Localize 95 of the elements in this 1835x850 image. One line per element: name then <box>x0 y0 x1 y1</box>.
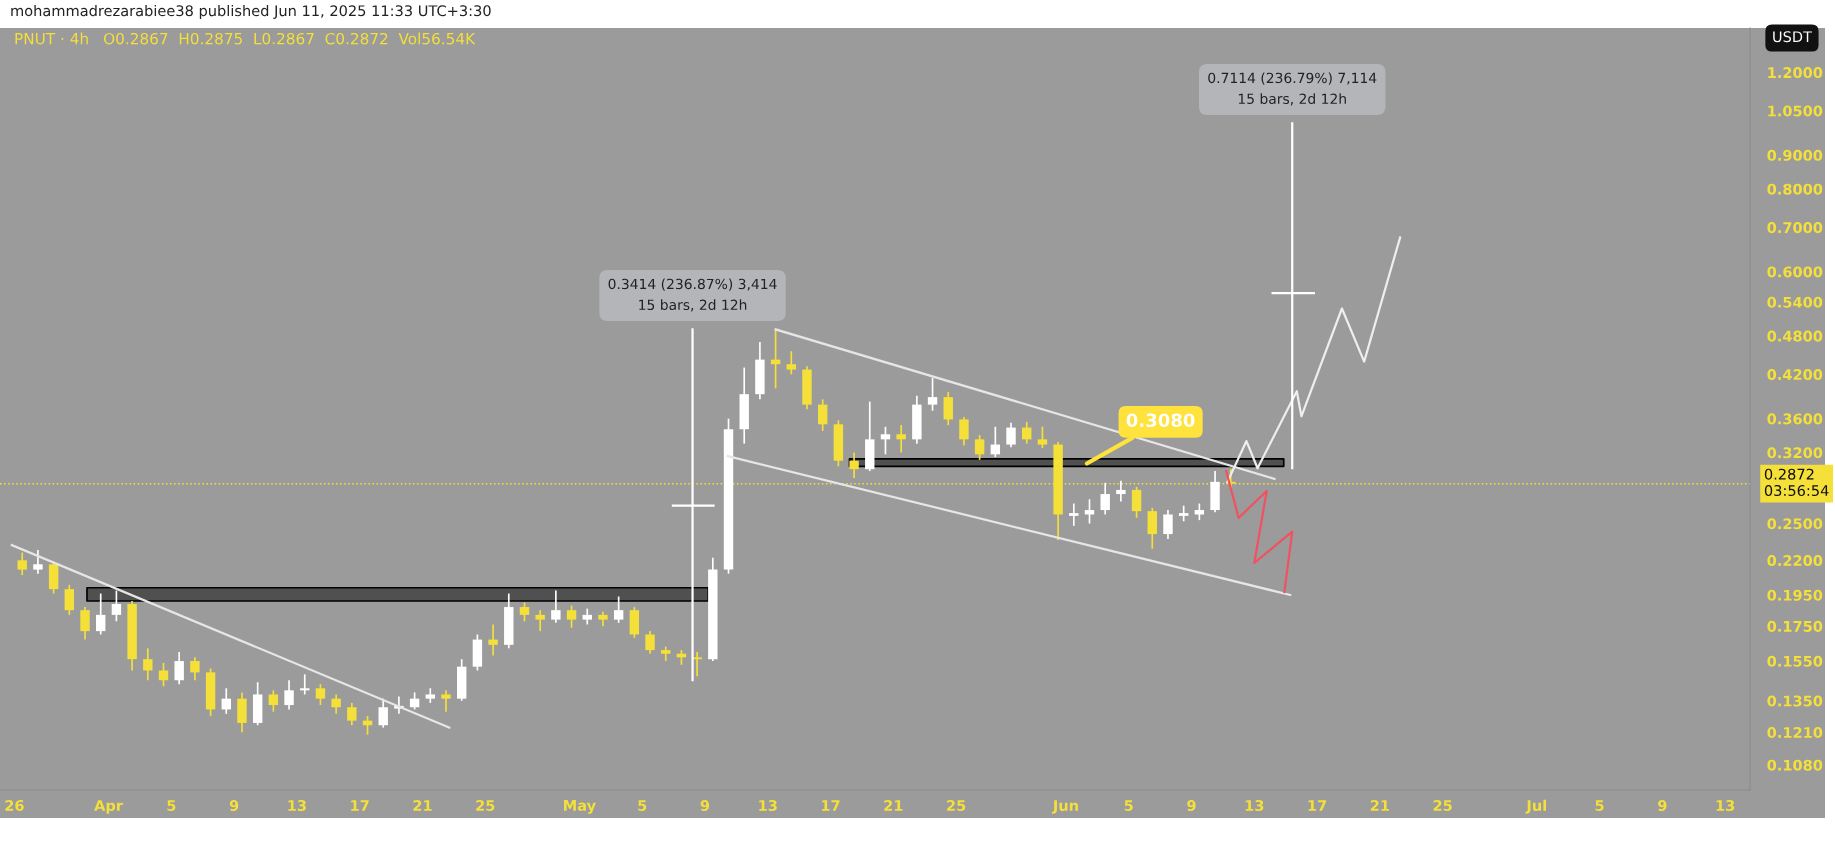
y-tick-label: 0.4800 <box>1767 330 1823 342</box>
text: USDT <box>1773 31 1813 43</box>
candlestick <box>535 609 545 632</box>
candlestick <box>551 589 561 624</box>
x-tick-label: 25 <box>476 799 495 812</box>
candlestick <box>880 425 891 456</box>
candlestick <box>331 693 341 715</box>
annotation: 0.3414 (236.87%) 3,414 15 bars, 2d 12h <box>608 278 777 312</box>
y-tick-label: 0.1210 <box>1767 727 1823 739</box>
y-tick-label: 0.9000 <box>1767 149 1823 161</box>
y-tick-label: 0.1950 <box>1767 589 1823 601</box>
x-tick-label: 5 <box>167 800 176 812</box>
x-tick-label: 21 <box>884 799 903 811</box>
x-tick-label: 5 <box>1595 800 1604 812</box>
x-tick-label: 13 <box>759 799 777 812</box>
candlestick <box>143 647 153 682</box>
candlestick <box>943 391 953 426</box>
y-tick-label: 0.5400 <box>1767 296 1823 308</box>
y-tick-label: 1.0500 <box>1768 105 1823 117</box>
candlestick <box>1163 509 1173 540</box>
candlestick <box>347 702 357 727</box>
candlestick <box>300 673 310 696</box>
candlestick <box>566 604 577 629</box>
candlestick <box>1037 425 1048 449</box>
candlestick <box>1116 480 1126 503</box>
line-series <box>1225 469 1294 594</box>
candlestick <box>441 689 451 713</box>
text: mohammadrezarabiee38 published Jun 11, 2025 11:33 UTC+3:30 <box>11 4 491 20</box>
candlestick <box>974 434 985 461</box>
candlestick <box>849 451 859 479</box>
candlestick <box>64 584 75 616</box>
y-tick-label: 0.8000 <box>1767 183 1823 195</box>
chart-subtitle: O0.2867 H0.2875 L0.2867 C0.2872 Vol56.54K <box>103 32 476 45</box>
x-tick-label: 5 <box>1124 800 1133 812</box>
x-tick-label: 9 <box>229 799 239 812</box>
candlestick <box>645 630 655 655</box>
x-tick-label: 25 <box>947 799 966 812</box>
candlestick <box>174 651 184 686</box>
candlestick <box>17 551 27 576</box>
y-tick-label: 0.2200 <box>1767 555 1823 567</box>
y-tick-label: 0.6000 <box>1767 266 1823 278</box>
candlestick <box>111 589 122 623</box>
x-tick-label: 17 <box>1308 800 1327 811</box>
candlestick <box>284 679 294 711</box>
candlestick <box>268 689 279 713</box>
candlestick <box>959 416 969 447</box>
candlestick <box>896 424 906 454</box>
x-tick-label: 5 <box>638 800 647 812</box>
candlestick <box>1147 507 1157 550</box>
y-tick-label: 0.7000 <box>1767 222 1823 234</box>
y-tick-label: 0.1750 <box>1767 620 1823 632</box>
x-tick-label: 13 <box>1245 799 1264 812</box>
y-tick-label: 0.1550 <box>1767 655 1823 667</box>
candlestick <box>927 376 938 412</box>
candlestick <box>692 651 702 678</box>
y-tick-label: 0.1080 <box>1767 759 1823 771</box>
candlestick <box>1006 421 1016 449</box>
candlestick <box>817 398 828 432</box>
candlestick <box>1131 486 1142 519</box>
x-tick-label: 25 <box>1433 799 1452 812</box>
candlestick <box>158 662 169 688</box>
x-tick-label: 13 <box>1716 799 1735 812</box>
candlestick <box>33 549 43 575</box>
x-tick-label: Jul <box>1525 799 1546 814</box>
candlestick <box>315 683 326 706</box>
candlestick <box>786 350 796 376</box>
chart-title: PNUT · 4h <box>15 32 88 45</box>
y-tick-label: 0.4200 <box>1767 369 1823 381</box>
annotation: 0.3080 <box>1126 413 1195 428</box>
x-tick-label: 9 <box>700 799 710 812</box>
x-tick-label: Apr <box>94 800 123 814</box>
ref-line-label: 0.2872 03:56:54 <box>1764 468 1829 497</box>
candlestick <box>488 623 498 657</box>
candlestick <box>1100 482 1110 516</box>
x-tick-label: 9 <box>1658 799 1667 812</box>
x-tick-label: 21 <box>1370 799 1389 811</box>
x-tick-label: 9 <box>1187 799 1196 812</box>
y-tick-label: 0.3600 <box>1767 413 1823 425</box>
candlestick <box>80 606 90 641</box>
x-tick-label: 21 <box>413 799 432 811</box>
candlestick <box>190 656 200 682</box>
x-tick-label: 26 <box>5 799 24 812</box>
x-tick-label: Jun <box>1052 800 1078 814</box>
y-tick-label: 0.3200 <box>1767 447 1823 459</box>
y-tick-label: 0.2500 <box>1767 518 1823 530</box>
x-tick-label: 17 <box>822 800 840 811</box>
y-tick-label: 0.1350 <box>1767 695 1823 707</box>
candlestick <box>519 601 530 623</box>
x-tick-label: May <box>564 800 596 814</box>
x-tick-label: 17 <box>351 800 369 811</box>
candlestick <box>613 595 624 624</box>
annotation: 0.7114 (236.79%) 7,114 15 bars, 2d 12h <box>1208 72 1377 106</box>
y-tick-label: 1.2000 <box>1768 67 1823 79</box>
x-tick-label: 13 <box>288 799 306 812</box>
candlestick <box>96 592 106 636</box>
